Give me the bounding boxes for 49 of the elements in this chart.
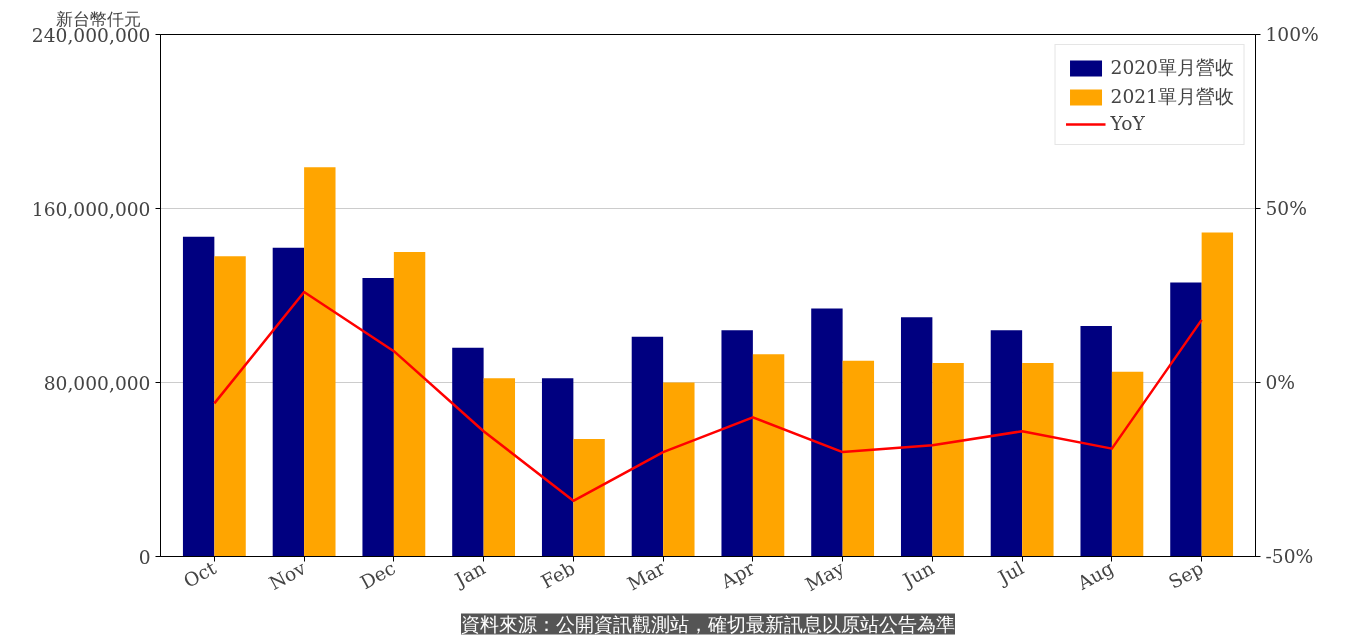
bar bbox=[1170, 282, 1202, 557]
x-tick-label: Apr bbox=[716, 557, 758, 593]
x-tick-label: Dec bbox=[356, 557, 399, 594]
bar bbox=[990, 330, 1023, 557]
bar bbox=[214, 256, 246, 557]
bar bbox=[932, 362, 964, 557]
x-tick-label: Mar bbox=[623, 557, 669, 595]
x-tick-label: Oct bbox=[180, 557, 220, 592]
x-tick-label: Jun bbox=[897, 557, 938, 592]
bar bbox=[362, 278, 394, 557]
x-tick-label: Jan bbox=[449, 557, 489, 592]
bar bbox=[842, 360, 875, 557]
bar bbox=[631, 336, 664, 557]
y2-tick-label: 0% bbox=[1265, 372, 1296, 393]
bar bbox=[573, 439, 605, 557]
bar bbox=[541, 378, 574, 557]
bar bbox=[182, 236, 215, 557]
bar bbox=[811, 308, 843, 557]
y-tick-label: 160,000,000 bbox=[31, 198, 151, 220]
bar bbox=[721, 330, 753, 557]
x-tick-label: Sep bbox=[1165, 557, 1207, 593]
x-tick-label: May bbox=[801, 557, 849, 596]
source-note: 資料來源：公開資訊觀測站，確切最新訊息以原站公告為準 bbox=[461, 613, 955, 635]
bar bbox=[663, 382, 695, 557]
bar bbox=[393, 252, 426, 557]
bar bbox=[483, 378, 516, 557]
legend-label: 2021單月營收 bbox=[1110, 85, 1234, 109]
y2-tick-label: 50% bbox=[1265, 198, 1307, 219]
bar bbox=[900, 317, 933, 557]
y-tick-label: 0 bbox=[138, 546, 151, 568]
bar bbox=[304, 167, 336, 557]
y-tick-label: 80,000,000 bbox=[43, 372, 151, 394]
y2-tick-label: -50% bbox=[1265, 546, 1314, 567]
x-tick-label: Feb bbox=[537, 557, 579, 593]
y-axis-title: 新台幣仟元 bbox=[55, 8, 141, 29]
bar bbox=[752, 354, 785, 557]
bar bbox=[452, 347, 484, 557]
x-tick-label: Aug bbox=[1073, 557, 1117, 595]
bar bbox=[1080, 325, 1112, 557]
x-tick-label: Nov bbox=[265, 557, 310, 594]
legend-label: YoY bbox=[1110, 113, 1145, 134]
bar bbox=[272, 247, 305, 557]
y2-tick-label: 100% bbox=[1265, 24, 1319, 45]
line-series bbox=[213, 290, 1203, 503]
legend-label: 2020單月營收 bbox=[1110, 56, 1234, 80]
bar bbox=[1111, 371, 1144, 557]
bar bbox=[1022, 362, 1054, 557]
bar bbox=[1201, 232, 1234, 557]
x-tick-label: Jul bbox=[993, 557, 1028, 589]
